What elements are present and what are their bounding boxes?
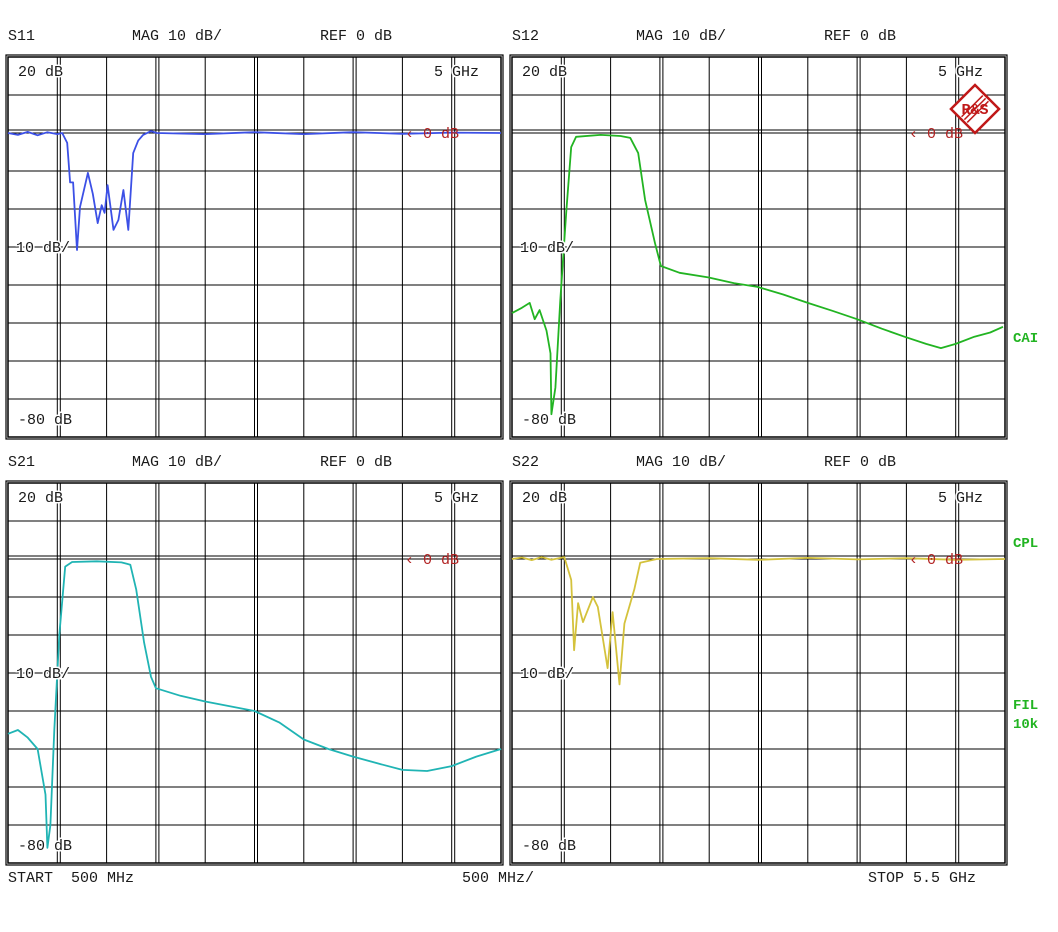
trace-format-label: MAG 10 dB/ (132, 454, 223, 471)
top-scale-label: 20 dB (522, 490, 567, 507)
marker-frequency-label: 5 GHz (434, 64, 479, 81)
top-scale-label: 20 dB (18, 64, 63, 81)
reference-arrow-icon: ‹ (405, 126, 423, 143)
scale-per-division-label: 10 dB/ (16, 666, 70, 683)
trace-ref-label: REF 0 dB (320, 28, 393, 45)
trace-s11 (7, 130, 502, 251)
panel-outer-border (5, 480, 504, 866)
trace-param-label: S11 (8, 28, 36, 45)
coupled-indicator: CPL (1013, 536, 1039, 552)
reference-arrow-icon: ‹ (909, 552, 927, 569)
trace-param-label: S22 (512, 454, 540, 471)
trace-param-label: S21 (8, 454, 36, 471)
bottom-scale-label: -80 dB (522, 412, 576, 429)
start-frequency: START 500 MHz (8, 870, 135, 887)
trace-s21 (7, 560, 502, 849)
bottom-scale-label: -80 dB (522, 838, 576, 855)
marker-frequency-label: 5 GHz (938, 64, 983, 81)
panel-outer-border (509, 480, 1008, 866)
frequency-per-division: 500 MHz/ (462, 870, 535, 887)
reference-marker: ‹ 0 dB (909, 126, 963, 143)
trace-s22 (511, 556, 1006, 686)
filter-indicator: FIL (1013, 698, 1039, 714)
top-scale-label: 20 dB (18, 490, 63, 507)
trace-format-label: MAG 10 dB/ (636, 454, 727, 471)
stop-frequency: STOP 5.5 GHz (868, 870, 977, 887)
chart-panel-s22: 20 dB 5 GHz 10 dB/ -80 dB ‹ 0 dB (509, 480, 1008, 866)
chart-panel-s21: 20 dB 5 GHz 10 dB/ -80 dB ‹ 0 dB (5, 480, 504, 866)
rohde-schwarz-logo: R&S (949, 83, 1001, 135)
reference-value: 0 dB (423, 126, 459, 143)
bottom-scale-label: -80 dB (18, 412, 72, 429)
svg-text:R&S: R&S (961, 102, 988, 119)
reference-marker: ‹ 0 dB (405, 126, 459, 143)
scale-per-division-label: 10 dB/ (520, 240, 574, 257)
trace-format-label: MAG 10 dB/ (636, 28, 727, 45)
trace-ref-label: REF 0 dB (824, 28, 897, 45)
reference-value: 0 dB (927, 552, 963, 569)
reference-marker: ‹ 0 dB (909, 552, 963, 569)
trace-param-label: S12 (512, 28, 540, 45)
scale-per-division-label: 10 dB/ (520, 666, 574, 683)
reference-arrow-icon: ‹ (405, 552, 423, 569)
bottom-scale-label: -80 dB (18, 838, 72, 855)
trace-format-label: MAG 10 dB/ (132, 28, 223, 45)
filter-bandwidth: 10k (1013, 717, 1039, 733)
panel-outer-border (509, 54, 1008, 440)
reference-value: 0 dB (927, 126, 963, 143)
reference-marker: ‹ 0 dB (405, 552, 459, 569)
trace-s12 (511, 134, 1004, 416)
panel-outer-border (5, 54, 504, 440)
reference-value: 0 dB (423, 552, 459, 569)
chart-panel-s11: 20 dB 5 GHz 10 dB/ -80 dB ‹ 0 dB (5, 54, 504, 440)
trace-ref-label: REF 0 dB (824, 454, 897, 471)
top-scale-label: 20 dB (522, 64, 567, 81)
cal-indicator: CAI (1013, 331, 1039, 347)
marker-frequency-label: 5 GHz (434, 490, 479, 507)
marker-frequency-label: 5 GHz (938, 490, 983, 507)
reference-arrow-icon: ‹ (909, 126, 927, 143)
trace-ref-label: REF 0 dB (320, 454, 393, 471)
scale-per-division-label: 10 dB/ (16, 240, 70, 257)
chart-panel-s12: 20 dB 5 GHz 10 dB/ -80 dB ‹ 0 dB R&S (509, 54, 1008, 440)
